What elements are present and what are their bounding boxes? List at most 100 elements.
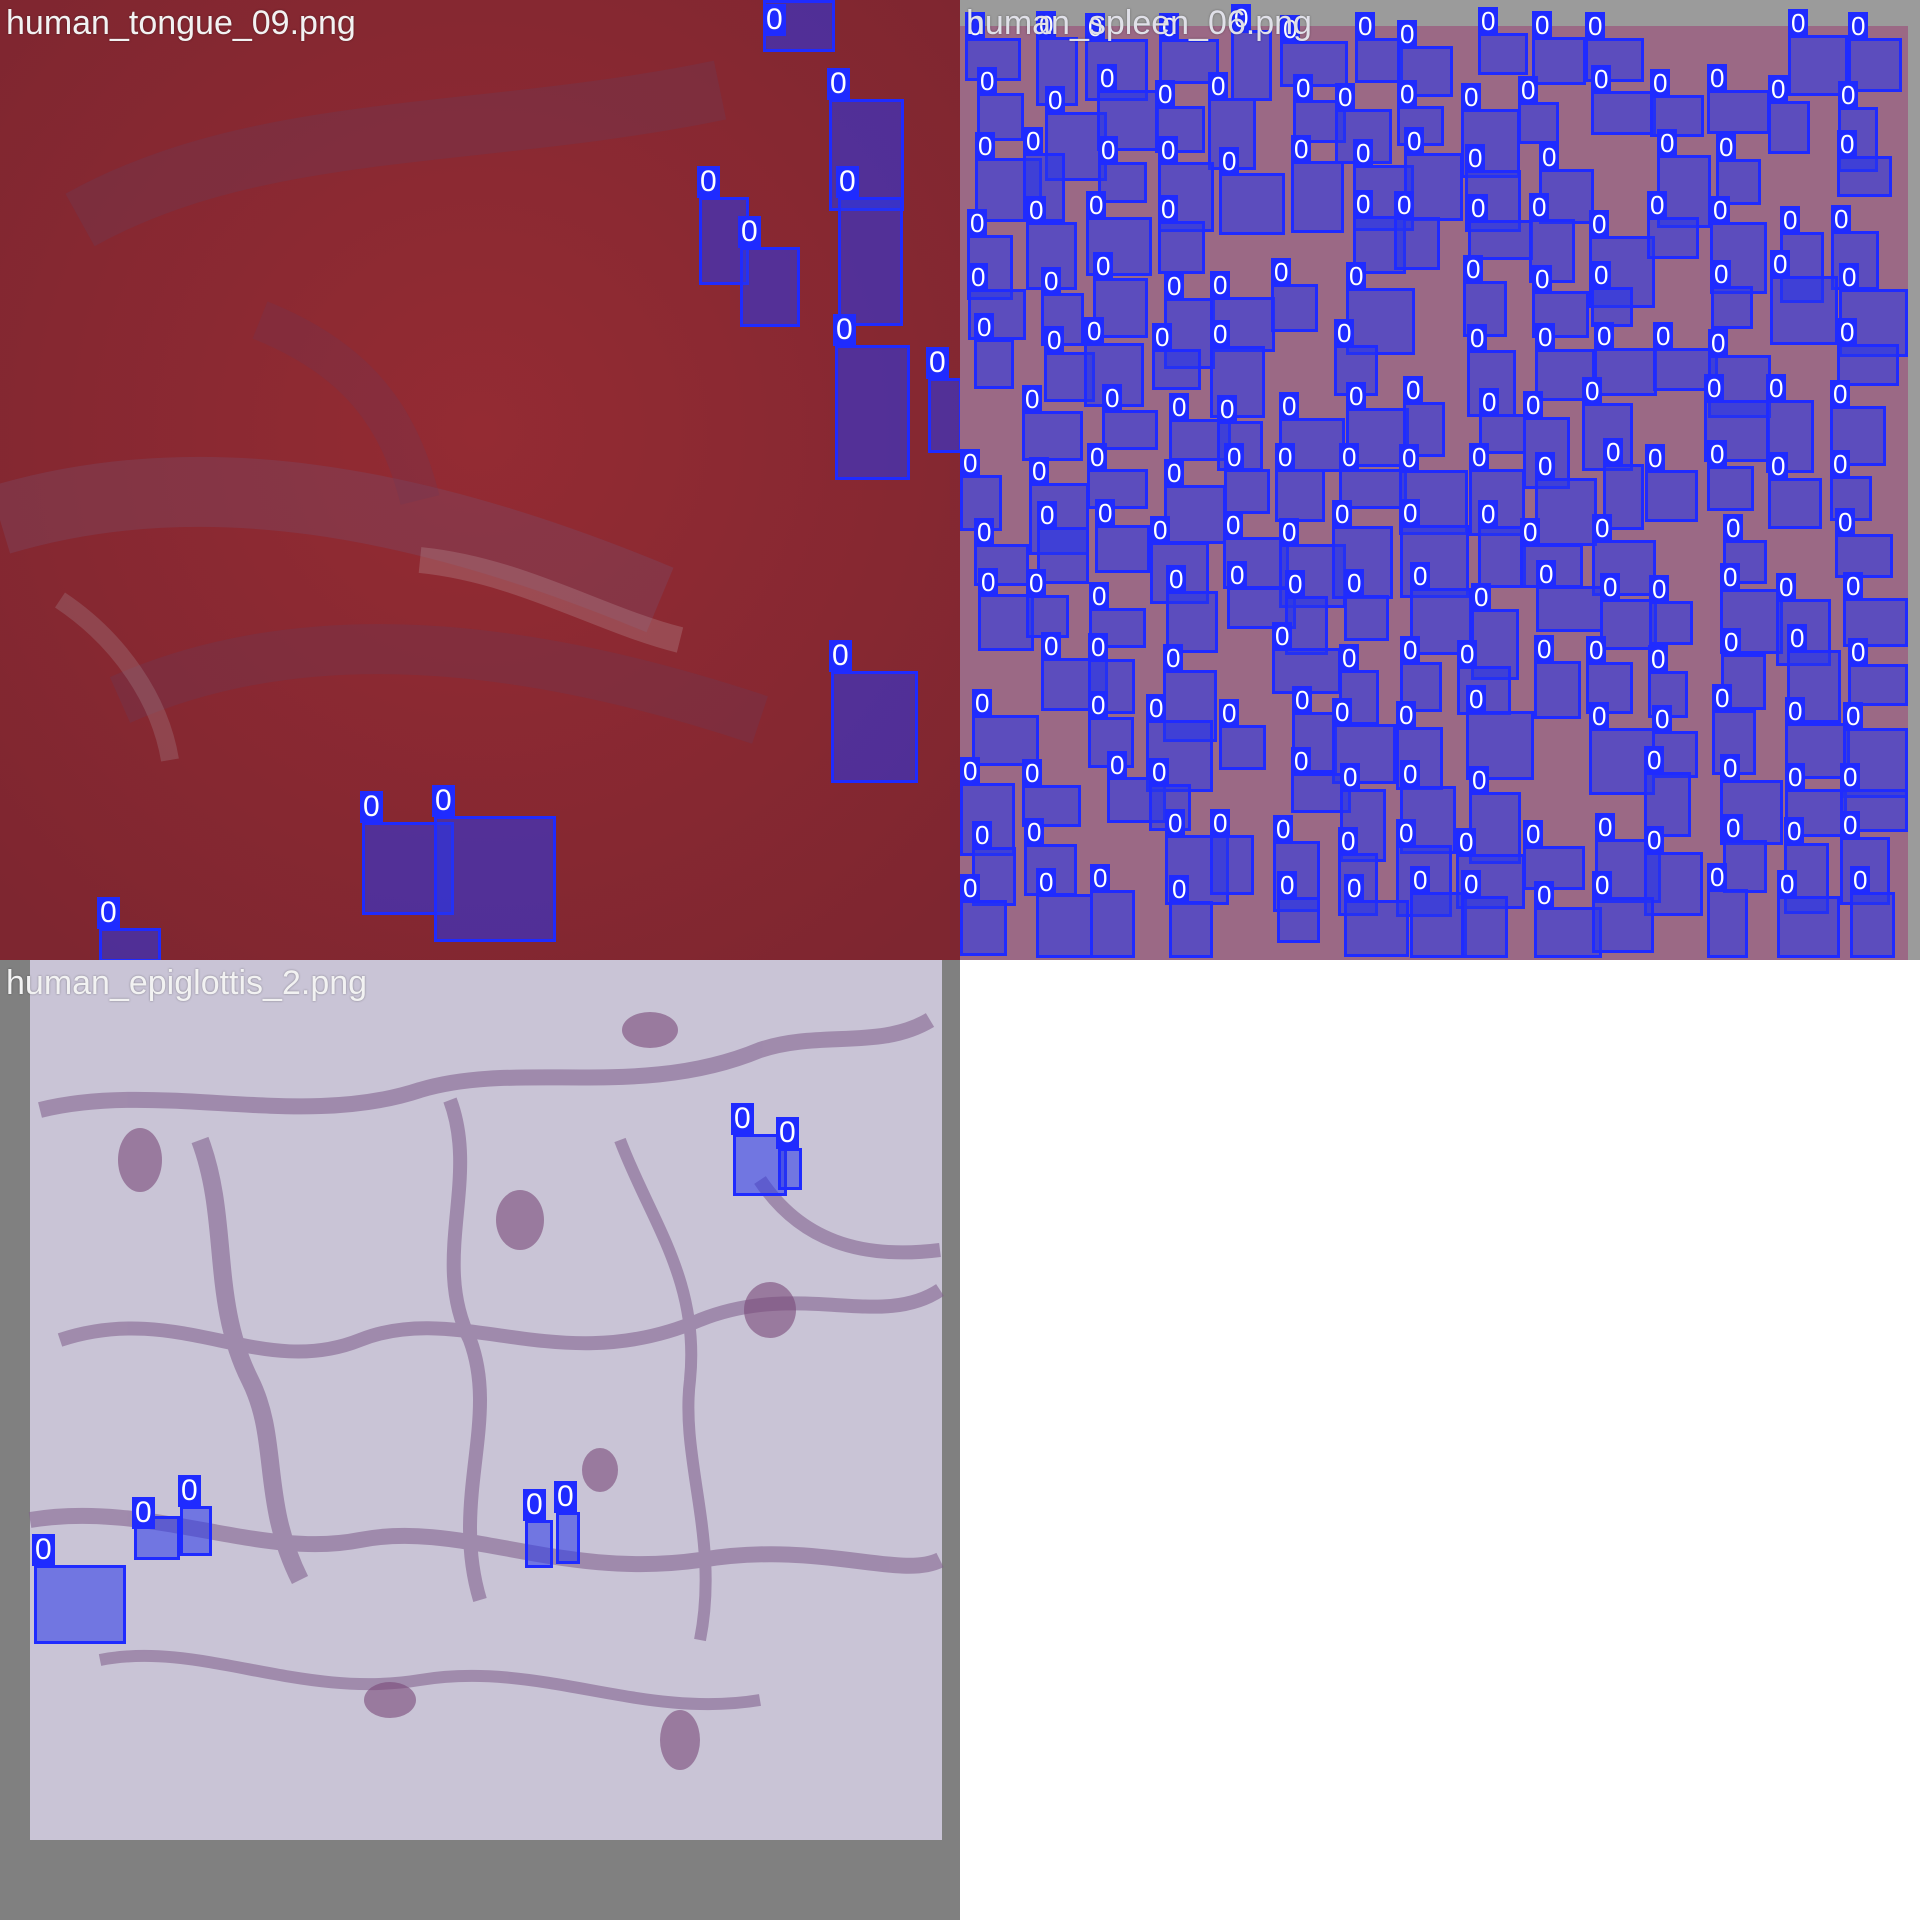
detection-box bbox=[1720, 589, 1783, 654]
detection-box bbox=[1344, 900, 1409, 957]
detection-label: 0 bbox=[1339, 443, 1360, 471]
tongue-panel: human_tongue_09.png 0 0 0 0 0 0 0 0 0 0 … bbox=[0, 0, 960, 960]
detection-label: 0 bbox=[1097, 64, 1118, 92]
detection-box bbox=[1770, 276, 1838, 345]
detection-box bbox=[1591, 91, 1656, 135]
detection-label: 0 bbox=[960, 449, 981, 477]
detection-label: 0 bbox=[1586, 636, 1607, 664]
detection-label: 0 bbox=[1534, 881, 1555, 909]
detection-label: 0 bbox=[1712, 684, 1733, 712]
detection-label: 0 bbox=[1787, 624, 1808, 652]
detection-label: 0 bbox=[1158, 195, 1179, 223]
detection-label: 0 bbox=[1468, 194, 1489, 222]
detection-label: 0 bbox=[1149, 758, 1170, 786]
detection-label: 0 bbox=[1353, 139, 1374, 167]
detection-label: 0 bbox=[1396, 701, 1417, 729]
detection-label: 0 bbox=[1592, 871, 1613, 899]
detection-label: 0 bbox=[1404, 127, 1425, 155]
detection-label: 0 bbox=[1466, 685, 1487, 713]
detection-label: 0 bbox=[1723, 514, 1744, 542]
detection-label: 0 bbox=[1155, 80, 1176, 108]
detection-label: 0 bbox=[1277, 871, 1298, 899]
detection-label: 0 bbox=[1603, 438, 1624, 466]
detection-label: 0 bbox=[1785, 763, 1806, 791]
detection-label: 0 bbox=[178, 1475, 201, 1507]
detection-box bbox=[1152, 349, 1201, 390]
detection-label: 0 bbox=[776, 1117, 799, 1149]
detection-label: 0 bbox=[1335, 83, 1356, 111]
detection-box bbox=[1037, 527, 1089, 584]
detection-label: 0 bbox=[1840, 763, 1861, 791]
detection-box bbox=[1275, 469, 1325, 522]
detection-label: 0 bbox=[1026, 196, 1047, 224]
detection-label: 0 bbox=[1397, 80, 1418, 108]
detection-label: 0 bbox=[1165, 809, 1186, 837]
detection-label: 0 bbox=[1224, 443, 1245, 471]
detection-label: 0 bbox=[1024, 818, 1045, 846]
detection-label: 0 bbox=[1087, 443, 1108, 471]
detection-box bbox=[1095, 525, 1150, 573]
detection-label: 0 bbox=[1582, 377, 1603, 405]
detection-label: 0 bbox=[1518, 76, 1539, 104]
detection-label: 0 bbox=[1707, 863, 1728, 891]
detection-box bbox=[1649, 601, 1693, 645]
detection-box bbox=[1518, 102, 1559, 144]
detection-box bbox=[1224, 469, 1270, 514]
detection-label: 0 bbox=[1843, 572, 1864, 600]
detection-box bbox=[34, 1565, 126, 1644]
detection-box bbox=[1461, 896, 1508, 958]
detection-label: 0 bbox=[1291, 135, 1312, 163]
detection-label: 0 bbox=[1022, 385, 1043, 413]
detection-label: 0 bbox=[32, 1534, 55, 1566]
detection-label: 0 bbox=[1219, 699, 1240, 727]
detection-label: 0 bbox=[1592, 514, 1613, 542]
detection-box bbox=[1346, 288, 1415, 355]
detection-box bbox=[1768, 101, 1810, 154]
detection-label: 0 bbox=[1208, 72, 1229, 100]
detection-label: 0 bbox=[1830, 380, 1851, 408]
detection-label: 0 bbox=[1835, 508, 1856, 536]
detection-label: 0 bbox=[1469, 766, 1490, 794]
detection-label: 0 bbox=[1353, 190, 1374, 218]
detection-box bbox=[1603, 464, 1644, 530]
detection-label: 0 bbox=[1152, 323, 1173, 351]
detection-box bbox=[1169, 901, 1213, 958]
detection-label: 0 bbox=[1090, 864, 1111, 892]
detection-label: 0 bbox=[132, 1497, 155, 1529]
detection-label: 0 bbox=[1166, 565, 1187, 593]
detection-label: 0 bbox=[1589, 702, 1610, 730]
detection-box bbox=[1467, 350, 1516, 417]
detection-label: 0 bbox=[1410, 562, 1431, 590]
detection-label: 0 bbox=[1400, 499, 1421, 527]
detection-label: 0 bbox=[974, 313, 995, 341]
detection-label: 0 bbox=[960, 757, 981, 785]
detection-box bbox=[1534, 661, 1581, 719]
detection-label: 0 bbox=[1720, 754, 1741, 782]
detection-label: 0 bbox=[1227, 561, 1248, 589]
detection-box bbox=[525, 1520, 553, 1568]
detection-box bbox=[928, 378, 960, 453]
detection-label: 0 bbox=[1279, 392, 1300, 420]
detection-label: 0 bbox=[1831, 205, 1852, 233]
detection-label: 0 bbox=[1469, 443, 1490, 471]
detection-label: 0 bbox=[1848, 638, 1869, 666]
detection-box bbox=[1271, 284, 1318, 332]
detection-box bbox=[1711, 286, 1753, 329]
detection-box bbox=[1723, 840, 1767, 893]
detection-label: 0 bbox=[1344, 874, 1365, 902]
detection-box bbox=[740, 247, 800, 327]
detection-label: 0 bbox=[1332, 698, 1353, 726]
detection-label: 0 bbox=[1595, 813, 1616, 841]
detection-label: 0 bbox=[1647, 191, 1668, 219]
detection-label: 0 bbox=[1394, 191, 1415, 219]
detection-label: 0 bbox=[1037, 501, 1058, 529]
detection-label: 0 bbox=[1346, 262, 1367, 290]
empty-grid-cell bbox=[960, 960, 1920, 1920]
detection-box bbox=[1835, 534, 1893, 578]
detection-label: 0 bbox=[1088, 691, 1109, 719]
detection-label: 0 bbox=[1029, 457, 1050, 485]
detection-label: 0 bbox=[974, 518, 995, 546]
detection-label: 0 bbox=[1465, 144, 1486, 172]
panel-title: human_spleen_06.png bbox=[966, 4, 1312, 42]
detection-label: 0 bbox=[1720, 563, 1741, 591]
